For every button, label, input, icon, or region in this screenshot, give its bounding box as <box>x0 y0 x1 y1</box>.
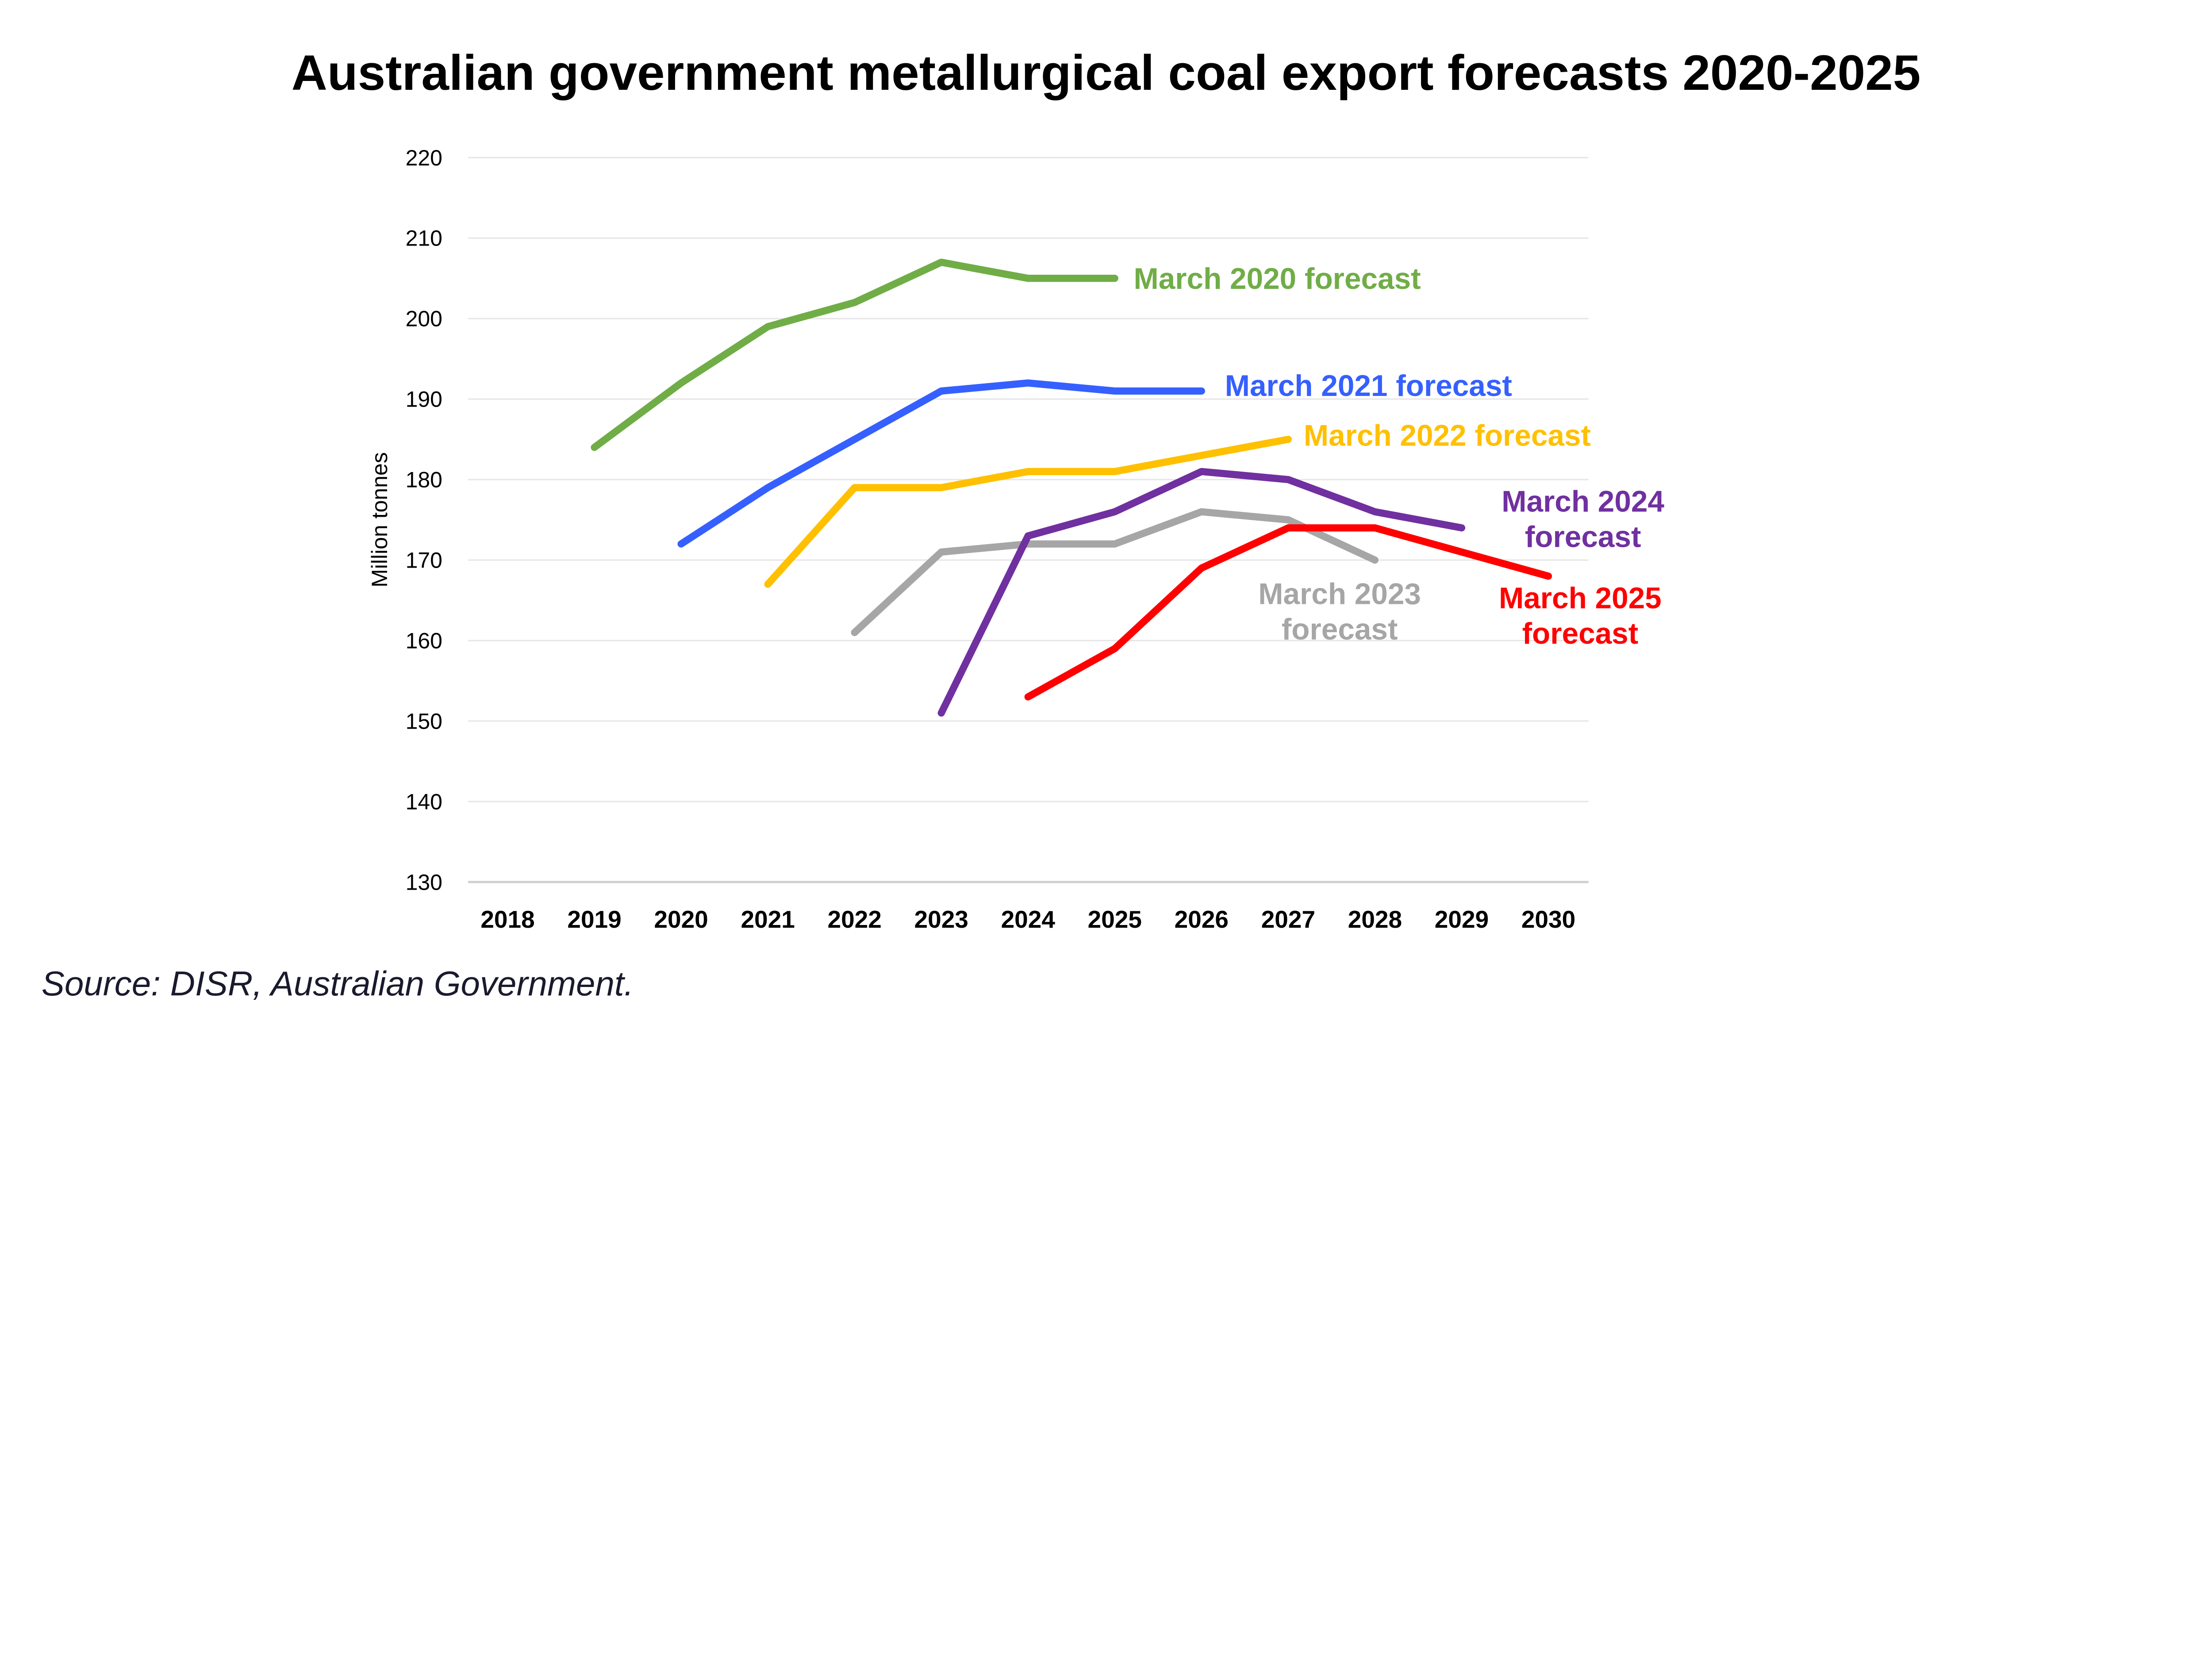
series-label: March 2024 forecast <box>1502 485 1664 553</box>
series-label-line: March 2023 <box>1258 578 1421 611</box>
series-line-march-2025-forecast <box>1024 524 1552 701</box>
series-label-line: forecast <box>1282 613 1398 646</box>
series-label: March 2025 forecast <box>1499 582 1662 650</box>
x-tick-label: 2029 <box>1435 906 1489 933</box>
y-tick-label: 160 <box>406 628 442 653</box>
x-tick-label: 2021 <box>741 906 795 933</box>
line-chart: Australian government metallurgical coal… <box>42 45 1921 1003</box>
x-tick-label: 2022 <box>827 906 881 933</box>
series-lines <box>591 258 1552 717</box>
source-note: Source: DISR, Australian Government. <box>42 964 634 1003</box>
x-tick-label: 2030 <box>1521 906 1575 933</box>
x-tick-label: 2019 <box>567 906 621 933</box>
x-tick-label: 2025 <box>1088 906 1142 933</box>
y-tick-label: 140 <box>406 789 442 814</box>
data-point <box>594 447 595 448</box>
data-point <box>1201 511 1202 512</box>
data-point <box>1114 471 1115 472</box>
data-point <box>1114 511 1115 512</box>
data-point <box>1201 471 1202 472</box>
data-point <box>1114 278 1115 279</box>
data-point <box>854 302 855 303</box>
y-tick-label: 220 <box>406 146 442 170</box>
series-label-line: March 2024 <box>1502 485 1664 518</box>
x-tick-label: 2026 <box>1175 906 1229 933</box>
series-label-line: forecast <box>1522 617 1639 650</box>
series-label-line: March 2021 forecast <box>1225 369 1512 403</box>
x-tick-label: 2018 <box>480 906 534 933</box>
y-tick-label: 210 <box>406 226 442 251</box>
y-tick-label: 180 <box>406 468 442 492</box>
series-label: March 2021 forecast <box>1225 369 1512 403</box>
y-tick-label: 150 <box>406 709 442 733</box>
data-point <box>1201 455 1202 456</box>
series-label-line: March 2020 forecast <box>1134 262 1421 296</box>
y-axis-label: Million tonnes <box>367 452 392 588</box>
y-tick-label: 200 <box>406 307 442 331</box>
series-label-line: March 2022 forecast <box>1304 419 1591 453</box>
series-label-line: forecast <box>1525 520 1641 553</box>
series-line-march-2021-forecast <box>677 379 1205 548</box>
series-label: March 2023 forecast <box>1258 578 1421 646</box>
y-tick-label: 130 <box>406 870 442 895</box>
x-tick-label: 2027 <box>1261 906 1315 933</box>
chart-title: Australian government metallurgical coal… <box>292 45 1921 100</box>
data-point <box>854 632 855 633</box>
series-label: March 2022 forecast <box>1304 419 1591 453</box>
x-axis-ticks: 2018 2019 2020 2021 2022 2023 2024 2025 2026 2027… <box>480 906 1575 933</box>
series-label-line: March 2025 <box>1499 582 1662 615</box>
series-line-march-2020-forecast <box>591 258 1118 451</box>
x-tick-label: 2024 <box>1001 906 1056 933</box>
series-labels: March 2020 forecast March 2021 forecast Ma… <box>1134 262 1665 650</box>
x-tick-label: 2023 <box>914 906 968 933</box>
data-point <box>1114 648 1115 649</box>
y-tick-label: 170 <box>406 548 442 572</box>
series-label: March 2020 forecast <box>1134 262 1421 296</box>
x-tick-label: 2020 <box>654 906 708 933</box>
y-tick-label: 190 <box>406 387 442 412</box>
y-axis-ticks: 130 140 150 160 170 180 190 200 210 220 <box>406 146 442 895</box>
x-tick-label: 2028 <box>1348 906 1402 933</box>
